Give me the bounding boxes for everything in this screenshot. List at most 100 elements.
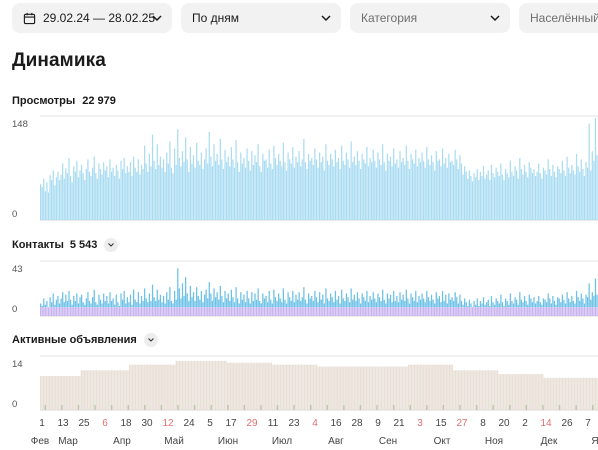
bar[interactable] <box>378 159 381 220</box>
bar[interactable] <box>235 287 237 308</box>
bar[interactable] <box>322 156 324 220</box>
bar[interactable] <box>409 364 411 410</box>
bar[interactable] <box>339 169 341 220</box>
bar[interactable] <box>398 366 401 410</box>
bar[interactable] <box>169 364 171 410</box>
bar[interactable] <box>594 377 597 410</box>
bar[interactable] <box>396 295 398 308</box>
bar[interactable] <box>402 294 404 308</box>
bar[interactable] <box>40 184 42 220</box>
bar[interactable] <box>281 364 283 410</box>
bar[interactable] <box>326 366 328 410</box>
bar[interactable] <box>591 377 594 410</box>
bar[interactable] <box>293 364 295 410</box>
bar[interactable] <box>549 377 551 410</box>
bar[interactable] <box>369 158 371 220</box>
bar[interactable] <box>197 160 199 220</box>
bar[interactable] <box>290 364 292 410</box>
bar[interactable] <box>317 167 319 220</box>
bar[interactable] <box>465 370 467 410</box>
bar[interactable] <box>91 370 93 410</box>
bar[interactable] <box>210 293 212 308</box>
bar[interactable] <box>285 364 288 410</box>
bar[interactable] <box>493 304 496 308</box>
bar[interactable] <box>514 297 516 308</box>
bar[interactable] <box>374 298 376 308</box>
bar[interactable] <box>429 300 431 308</box>
bar[interactable] <box>67 375 69 410</box>
bar[interactable] <box>367 302 370 308</box>
bar[interactable] <box>457 169 459 220</box>
bar[interactable] <box>307 293 310 308</box>
bar[interactable] <box>389 366 392 410</box>
bar[interactable] <box>161 302 163 308</box>
bar[interactable] <box>222 169 225 220</box>
bar[interactable] <box>424 167 426 220</box>
bar[interactable] <box>519 374 521 410</box>
bar[interactable] <box>365 366 367 410</box>
bar[interactable] <box>379 366 381 410</box>
bar[interactable] <box>269 362 271 410</box>
bar[interactable] <box>366 147 368 220</box>
bar[interactable] <box>594 118 597 220</box>
bar[interactable] <box>98 163 100 220</box>
bar[interactable] <box>125 370 128 410</box>
bar[interactable] <box>46 182 48 220</box>
bar[interactable] <box>531 374 533 410</box>
bar[interactable] <box>46 375 48 410</box>
bar[interactable] <box>495 167 497 220</box>
bar[interactable] <box>169 141 171 220</box>
bar[interactable] <box>159 364 161 410</box>
category-select[interactable]: Категория <box>350 3 510 33</box>
bar[interactable] <box>348 302 351 308</box>
bar[interactable] <box>103 370 105 410</box>
bar[interactable] <box>249 362 251 410</box>
bar[interactable] <box>482 166 485 220</box>
bar[interactable] <box>296 299 299 308</box>
bar[interactable] <box>99 169 102 220</box>
bar[interactable] <box>162 364 164 410</box>
bar[interactable] <box>252 164 255 220</box>
bar[interactable] <box>457 370 459 410</box>
bar[interactable] <box>205 289 207 308</box>
bar[interactable] <box>391 302 393 308</box>
bar[interactable] <box>531 302 534 308</box>
bar[interactable] <box>410 293 412 308</box>
bar[interactable] <box>214 360 217 410</box>
bar[interactable] <box>71 304 73 308</box>
bar[interactable] <box>270 299 272 308</box>
bar[interactable] <box>350 366 352 410</box>
bar[interactable] <box>205 360 208 410</box>
bar[interactable] <box>593 160 595 220</box>
bar[interactable] <box>243 158 245 220</box>
bar[interactable] <box>394 163 396 220</box>
bar[interactable] <box>430 364 432 410</box>
bar[interactable] <box>545 174 548 220</box>
bar[interactable] <box>328 300 330 308</box>
bar[interactable] <box>508 304 510 308</box>
bar[interactable] <box>158 164 160 220</box>
bar[interactable] <box>127 370 129 410</box>
bar[interactable] <box>162 159 165 220</box>
bar[interactable] <box>120 160 122 220</box>
bar[interactable] <box>137 292 139 308</box>
bar[interactable] <box>183 162 185 220</box>
bar[interactable] <box>227 293 229 308</box>
bar[interactable] <box>112 167 114 220</box>
bar[interactable] <box>498 374 500 410</box>
bar[interactable] <box>125 173 127 220</box>
bar[interactable] <box>490 295 493 308</box>
bar[interactable] <box>421 293 423 308</box>
bar[interactable] <box>518 374 520 410</box>
bar[interactable] <box>344 164 346 220</box>
bar[interactable] <box>341 366 343 410</box>
bar[interactable] <box>490 370 493 410</box>
bar[interactable] <box>199 164 201 220</box>
bar[interactable] <box>536 300 538 308</box>
bar[interactable] <box>336 162 338 220</box>
bar[interactable] <box>492 173 494 220</box>
bar[interactable] <box>427 297 430 308</box>
bar[interactable] <box>437 160 439 220</box>
bar[interactable] <box>584 377 586 410</box>
bar[interactable] <box>303 138 305 220</box>
